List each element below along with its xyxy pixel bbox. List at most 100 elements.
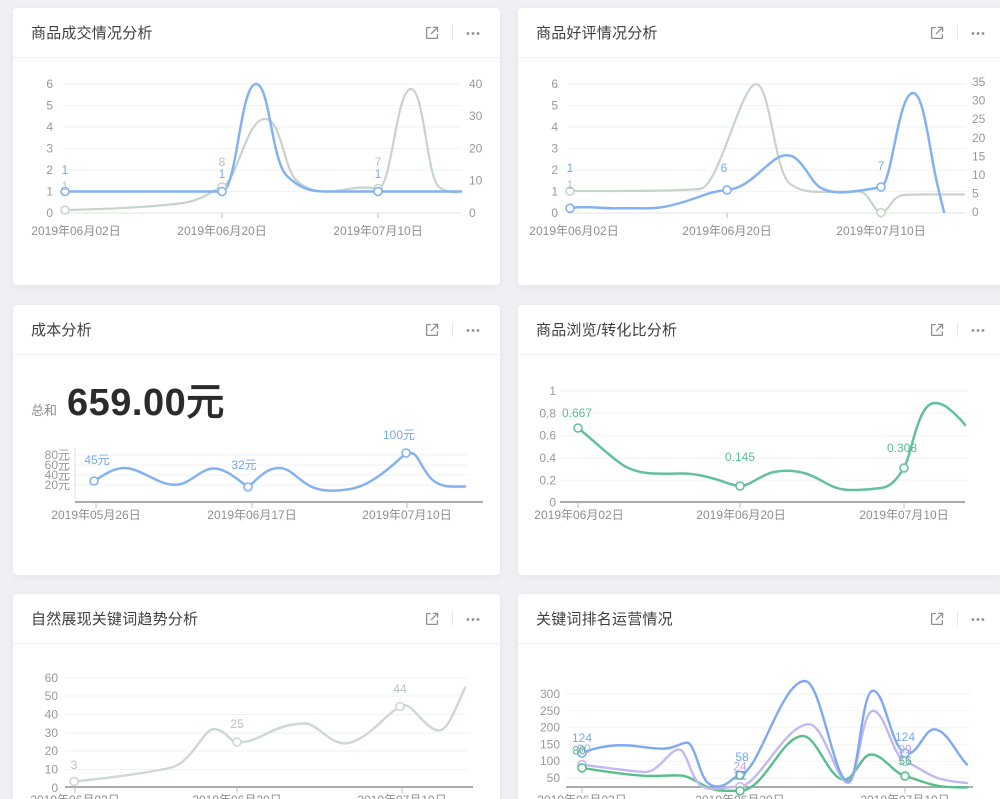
card-cost-analysis: 成本分析 总和 659.00元 80元 60元 40元 2 bbox=[13, 305, 500, 575]
svg-text:0.308: 0.308 bbox=[887, 441, 917, 455]
cost-line-chart: 80元 60元 40元 20元 2019年05月26日 2019年06月17日 … bbox=[45, 428, 483, 522]
open-in-new-icon[interactable] bbox=[928, 321, 946, 339]
svg-text:10: 10 bbox=[469, 174, 483, 188]
svg-text:20: 20 bbox=[45, 744, 59, 758]
svg-text:25: 25 bbox=[230, 717, 244, 731]
svg-text:20元: 20元 bbox=[45, 478, 70, 492]
svg-text:25: 25 bbox=[972, 112, 986, 126]
svg-text:2019年06月02日: 2019年06月02日 bbox=[537, 793, 626, 799]
card-header: 商品好评情况分析 bbox=[518, 8, 1000, 58]
gridlines bbox=[74, 448, 483, 508]
stat-value: 659.00元 bbox=[67, 382, 225, 424]
svg-text:3: 3 bbox=[71, 758, 78, 772]
data-point-markers[interactable] bbox=[60, 182, 383, 215]
svg-text:44: 44 bbox=[393, 682, 407, 696]
open-in-new-icon[interactable] bbox=[928, 24, 946, 42]
svg-text:0: 0 bbox=[549, 496, 556, 510]
card-header: 关键词排名运营情况 bbox=[518, 594, 1000, 644]
more-actions-icon[interactable] bbox=[464, 610, 482, 628]
card-title: 商品好评情况分析 bbox=[536, 25, 658, 42]
header-divider bbox=[452, 322, 453, 337]
card-review-analysis: 商品好评情况分析 6 5 4 3 2 1 0 bbox=[518, 8, 1000, 285]
cost-series-line bbox=[92, 451, 467, 492]
data-point-markers[interactable] bbox=[69, 701, 405, 787]
svg-text:45元: 45元 bbox=[84, 453, 109, 467]
stat-label: 总和 bbox=[31, 403, 58, 418]
y-axis-labels: 300 250 200 150 100 50 bbox=[540, 687, 560, 785]
y-axis-left: 6 5 4 3 2 1 0 bbox=[46, 77, 53, 220]
x-axis-labels: 2019年06月02日 2019年06月20日 2019年07月10日 bbox=[537, 793, 949, 799]
more-actions-icon[interactable] bbox=[969, 321, 987, 339]
svg-text:60元: 60元 bbox=[45, 458, 70, 472]
svg-text:7: 7 bbox=[878, 159, 885, 173]
svg-text:2019年06月20日: 2019年06月20日 bbox=[682, 224, 771, 238]
card-actions bbox=[423, 24, 482, 42]
card-actions bbox=[928, 24, 987, 42]
data-point-markers[interactable] bbox=[573, 423, 909, 491]
svg-text:10: 10 bbox=[45, 763, 59, 777]
data-point-markers[interactable] bbox=[89, 448, 411, 492]
svg-text:0.4: 0.4 bbox=[539, 451, 556, 465]
svg-text:2019年07月10日: 2019年07月10日 bbox=[333, 224, 422, 238]
data-point-markers[interactable] bbox=[577, 748, 910, 796]
more-actions-icon[interactable] bbox=[969, 610, 987, 628]
svg-text:2019年06月20日: 2019年06月20日 bbox=[192, 793, 281, 799]
open-in-new-icon[interactable] bbox=[423, 24, 441, 42]
data-point-labels: 3 25 44 bbox=[71, 682, 407, 772]
open-in-new-icon[interactable] bbox=[928, 610, 946, 628]
header-divider bbox=[957, 322, 958, 337]
card-actions bbox=[423, 321, 482, 339]
data-point-labels: 1 1 8 1 7 1 bbox=[62, 155, 382, 193]
svg-text:50: 50 bbox=[547, 771, 561, 785]
trend-series-line bbox=[72, 686, 467, 783]
gridlines bbox=[560, 390, 968, 508]
svg-text:99: 99 bbox=[898, 743, 912, 757]
svg-text:0: 0 bbox=[46, 206, 53, 220]
svg-text:90: 90 bbox=[577, 742, 591, 756]
svg-text:150: 150 bbox=[540, 737, 560, 751]
svg-text:2019年06月20日: 2019年06月20日 bbox=[696, 508, 785, 522]
svg-text:6: 6 bbox=[721, 161, 728, 175]
x-axis-labels: 2019年06月02日 2019年06月20日 2019年07月10日 bbox=[529, 224, 925, 238]
svg-text:35: 35 bbox=[972, 75, 986, 89]
card-conversion-analysis: 商品浏览/转化比分析 1 0.8 0.6 0.4 0.2 0 bbox=[518, 305, 1000, 575]
svg-text:2019年07月10日: 2019年07月10日 bbox=[836, 224, 925, 238]
green-series-line bbox=[580, 734, 969, 793]
svg-text:80: 80 bbox=[572, 744, 586, 758]
svg-text:0: 0 bbox=[51, 781, 58, 795]
x-axis-labels: 2019年06月02日 2019年06月20日 2019年07月10日 bbox=[534, 508, 948, 522]
more-actions-icon[interactable] bbox=[464, 321, 482, 339]
open-in-new-icon[interactable] bbox=[423, 610, 441, 628]
card-actions bbox=[928, 610, 987, 628]
svg-text:1: 1 bbox=[567, 178, 574, 192]
svg-text:56: 56 bbox=[898, 754, 912, 768]
svg-text:0.6: 0.6 bbox=[539, 429, 556, 443]
svg-text:3: 3 bbox=[551, 142, 558, 156]
more-actions-icon[interactable] bbox=[969, 24, 987, 42]
svg-text:124: 124 bbox=[572, 731, 592, 745]
card-deal-analysis: 商品成交情况分析 6 5 4 3 2 1 0 bbox=[13, 8, 500, 285]
svg-text:0.2: 0.2 bbox=[539, 473, 556, 487]
gridlines bbox=[65, 677, 473, 793]
svg-text:2019年06月02日: 2019年06月02日 bbox=[529, 224, 618, 238]
summary-stat: 总和 659.00元 bbox=[31, 371, 225, 426]
svg-text:2019年07月10日: 2019年07月10日 bbox=[362, 508, 451, 522]
x-axis-labels: 2019年06月02日 2019年06月20日 2019年07月10日 bbox=[31, 224, 422, 238]
card-title: 商品浏览/转化比分析 bbox=[536, 322, 678, 339]
card-header: 商品成交情况分析 bbox=[13, 8, 500, 58]
more-actions-icon[interactable] bbox=[464, 24, 482, 42]
open-in-new-icon[interactable] bbox=[423, 321, 441, 339]
svg-text:1: 1 bbox=[549, 384, 556, 398]
svg-text:2019年05月26日: 2019年05月26日 bbox=[51, 508, 140, 522]
svg-text:40: 40 bbox=[45, 708, 59, 722]
svg-text:0.145: 0.145 bbox=[725, 450, 755, 464]
svg-text:2019年07月10日: 2019年07月10日 bbox=[859, 508, 948, 522]
svg-text:1: 1 bbox=[219, 167, 226, 181]
svg-text:7: 7 bbox=[375, 155, 382, 169]
svg-text:2019年06月17日: 2019年06月17日 bbox=[207, 508, 296, 522]
svg-text:8: 8 bbox=[219, 155, 226, 169]
data-point-labels: 45元 32元 100元 bbox=[84, 428, 415, 472]
card-title: 成本分析 bbox=[31, 322, 92, 339]
data-point-markers[interactable] bbox=[565, 182, 886, 218]
